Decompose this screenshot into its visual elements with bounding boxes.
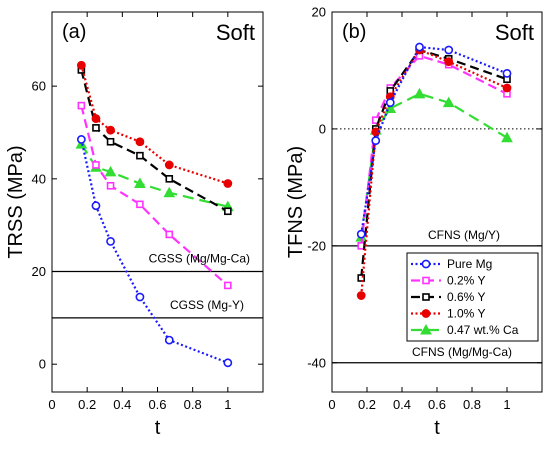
data-point-0-47-wt-ca [134, 177, 146, 188]
y-tick-label: 0 [319, 121, 326, 136]
panel-annotation: Soft [495, 20, 534, 45]
data-point-pure-mg [415, 42, 424, 52]
legend-marker-1-0-y [421, 309, 431, 318]
x-tick-label: 0.4 [393, 397, 411, 412]
legend: Pure Mg 0.2% Y 0.6% Y 1.0% Y 0.47 wt.% Ca [406, 252, 539, 342]
series-line-1-0-y [80, 65, 229, 185]
data-point-1-0-y [444, 57, 454, 67]
legend-label-0-6-y: 0.6% Y [447, 290, 485, 304]
data-point-1-0-y [91, 114, 101, 123]
data-point-0-2-y [92, 161, 100, 169]
panel-b: 0 0.2 0.4 0.6 0.8 1 -40 -20 0 20 t TFNS (MPa) (b) Sof… [285, 5, 543, 439]
data-point-0-6-y [224, 207, 232, 216]
legend-label-pure-mg: Pure Mg [447, 257, 492, 271]
panel-label: (b) [342, 21, 366, 43]
data-point-0-47-wt-ca [413, 87, 426, 99]
data-point-0-2-y [106, 181, 115, 190]
data-point-pure-mg [444, 45, 454, 55]
data-point-0-2-y [224, 281, 232, 290]
y-tick-label: 20 [312, 5, 326, 20]
panel-annotation: Soft [216, 20, 255, 45]
data-point-1-0-y [76, 60, 86, 70]
x-tick-label: 0.2 [358, 397, 376, 412]
series-line-0-6-y [360, 48, 508, 279]
data-point-pure-mg [385, 98, 395, 108]
x-tick-label: 1 [224, 397, 231, 412]
data-point-0-47-wt-ca [442, 96, 455, 108]
data-point-pure-mg [356, 229, 366, 239]
data-point-0-47-wt-ca [104, 165, 117, 177]
data-point-pure-mg [371, 136, 381, 146]
panel-label: (a) [62, 21, 86, 43]
x-axis-label: t [434, 417, 440, 439]
data-point-0-2-y [165, 230, 174, 239]
data-point-0-47-wt-ca [501, 131, 513, 143]
reference-line-label: CFNS (Mg/Y) [428, 228, 500, 242]
x-tick-label: 0.8 [463, 397, 481, 412]
data-point-1-0-y [502, 83, 512, 93]
x-tick-label: 0 [328, 397, 335, 412]
x-tick-label: 0 [48, 397, 55, 412]
data-point-0-2-y [136, 200, 144, 209]
data-point-pure-mg [135, 292, 145, 302]
x-axis-label: t [155, 417, 161, 439]
data-point-1-0-y [135, 137, 145, 147]
reference-line-label: CGSS (Mg-Y) [170, 298, 244, 312]
x-tick-label: 0.4 [113, 397, 131, 412]
data-point-1-0-y [106, 125, 115, 135]
legend-marker-pure-mg [421, 259, 431, 269]
y-tick-label: 60 [32, 79, 46, 94]
data-point-pure-mg [76, 135, 86, 144]
x-tick-label: 0.6 [148, 397, 166, 412]
data-point-0-6-y [357, 274, 366, 282]
y-tick-label: -40 [307, 355, 326, 370]
data-point-1-0-y [223, 179, 233, 188]
legend-label-1-0-y: 1.0% Y [447, 307, 485, 321]
data-point-pure-mg [223, 358, 233, 368]
legend-marker-0-47-wt-ca [420, 323, 432, 335]
y-tick-label: 20 [32, 264, 46, 279]
legend-marker-0-6-y [422, 293, 430, 301]
y-tick-label: -20 [307, 238, 326, 253]
data-point-1-0-y [164, 160, 174, 170]
data-point-0-6-y [165, 175, 174, 183]
y-axis-label: TFNS (MPa) [285, 146, 307, 258]
y-axis-label: TRSS (MPa) [5, 145, 27, 258]
reference-line-label: CGSS (Mg/Mg-Ca) [149, 252, 250, 266]
reference-line-label: CFNS (Mg/Mg-Ca) [412, 345, 512, 359]
data-point-pure-mg [106, 236, 115, 246]
data-point-0-47-wt-ca [163, 186, 176, 198]
legend-marker-0-2-y [422, 276, 430, 285]
y-tick-label: 0 [39, 357, 46, 372]
data-point-pure-mg [164, 335, 174, 345]
x-tick-label: 0.6 [428, 397, 446, 412]
series-line-pure-mg [360, 45, 508, 235]
data-point-pure-mg [502, 68, 512, 78]
x-tick-label: 0.2 [78, 397, 96, 412]
panel-a: 0 0.2 0.4 0.6 0.8 1 0 20 40 60 t TRSS (MPa) (a) Soft C… [5, 11, 264, 439]
data-point-pure-mg [91, 201, 101, 211]
legend-label-0-47-wt-ca: 0.47 wt.% Ca [447, 323, 519, 337]
data-point-0-6-y [92, 124, 100, 132]
x-tick-label: 0.8 [184, 397, 202, 412]
x-tick-label: 1 [503, 397, 510, 412]
data-point-0-6-y [136, 151, 144, 160]
data-point-0-6-y [106, 137, 115, 146]
legend-label-0-2-y: 0.2% Y [447, 274, 485, 288]
y-tick-label: 40 [32, 171, 46, 186]
data-point-0-2-y [77, 101, 86, 110]
data-point-1-0-y [356, 291, 366, 300]
series-line-0-2-y [80, 105, 229, 287]
